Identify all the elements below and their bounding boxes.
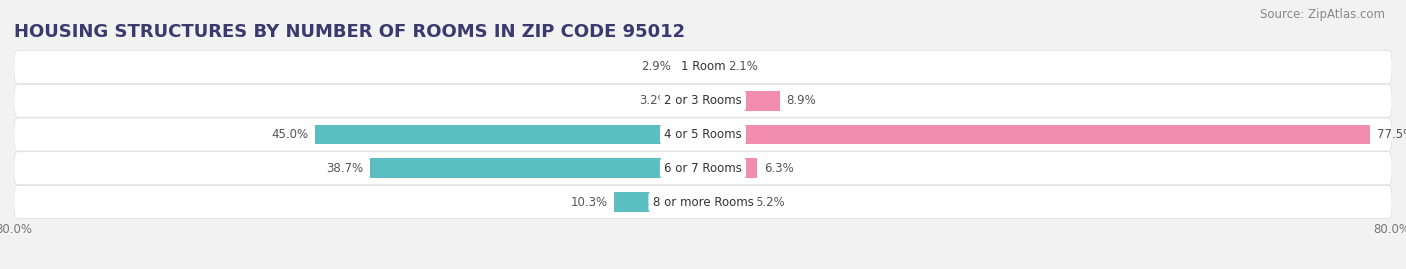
- Bar: [614, 192, 703, 212]
- Text: 4 or 5 Rooms: 4 or 5 Rooms: [664, 128, 742, 141]
- Text: 2 or 3 Rooms: 2 or 3 Rooms: [664, 94, 742, 107]
- Text: 2.1%: 2.1%: [728, 61, 758, 73]
- Text: 8.9%: 8.9%: [786, 94, 817, 107]
- Bar: [703, 125, 1371, 144]
- Text: 77.5%: 77.5%: [1378, 128, 1406, 141]
- Text: 6.3%: 6.3%: [763, 162, 794, 175]
- Bar: [703, 57, 721, 77]
- FancyBboxPatch shape: [14, 84, 1392, 117]
- Bar: [678, 57, 703, 77]
- Text: HOUSING STRUCTURES BY NUMBER OF ROOMS IN ZIP CODE 95012: HOUSING STRUCTURES BY NUMBER OF ROOMS IN…: [14, 23, 685, 41]
- Text: 3.2%: 3.2%: [638, 94, 669, 107]
- Text: 38.7%: 38.7%: [326, 162, 363, 175]
- Text: 2.9%: 2.9%: [641, 61, 671, 73]
- Bar: [675, 91, 703, 111]
- Bar: [315, 125, 703, 144]
- Bar: [370, 158, 703, 178]
- FancyBboxPatch shape: [14, 51, 1392, 84]
- Text: 10.3%: 10.3%: [571, 196, 607, 208]
- Text: Source: ZipAtlas.com: Source: ZipAtlas.com: [1260, 8, 1385, 21]
- Bar: [703, 158, 758, 178]
- Text: 45.0%: 45.0%: [271, 128, 308, 141]
- Bar: [703, 91, 780, 111]
- FancyBboxPatch shape: [14, 118, 1392, 151]
- Text: 1 Room: 1 Room: [681, 61, 725, 73]
- FancyBboxPatch shape: [14, 185, 1392, 218]
- Text: 6 or 7 Rooms: 6 or 7 Rooms: [664, 162, 742, 175]
- FancyBboxPatch shape: [14, 152, 1392, 185]
- Bar: [703, 192, 748, 212]
- Text: 5.2%: 5.2%: [755, 196, 785, 208]
- Text: 8 or more Rooms: 8 or more Rooms: [652, 196, 754, 208]
